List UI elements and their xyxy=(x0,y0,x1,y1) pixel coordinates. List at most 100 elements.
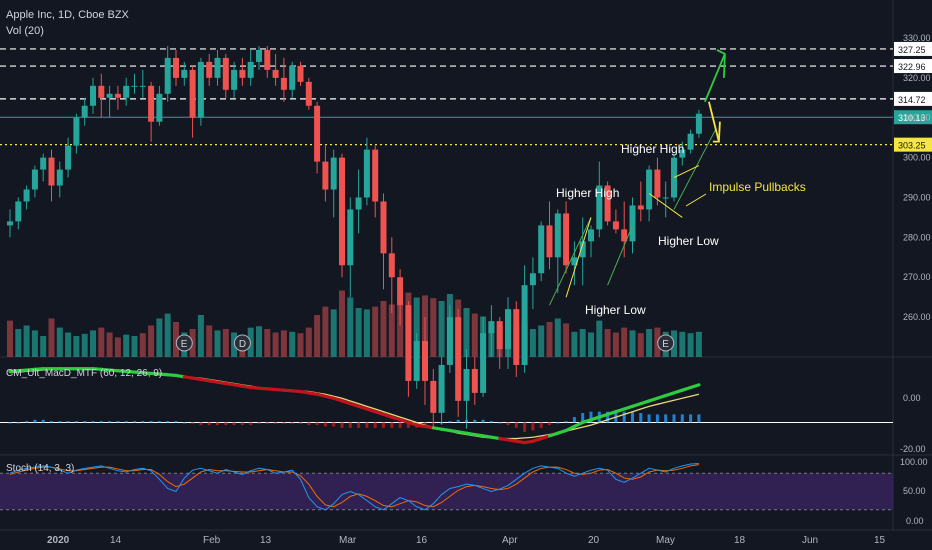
volume-bar xyxy=(571,331,578,357)
trendline-up-3 xyxy=(673,129,716,210)
candle-body xyxy=(297,65,304,82)
candle-body xyxy=(538,225,545,274)
candle-body xyxy=(604,185,611,222)
candle-body xyxy=(646,169,653,210)
candle-body xyxy=(629,205,636,242)
volume-bar xyxy=(430,298,437,357)
candle-body xyxy=(513,309,520,365)
candle-body xyxy=(488,321,495,334)
volume-bar xyxy=(214,330,221,357)
volume-bar xyxy=(679,331,686,357)
candle-body xyxy=(563,213,570,266)
volume-bar xyxy=(314,315,321,357)
time-tick-label: Feb xyxy=(203,535,221,546)
impulse-pointer-arrow xyxy=(685,193,707,207)
macd-histogram-bar xyxy=(456,419,460,423)
volume-bar xyxy=(156,318,163,357)
stoch-pane xyxy=(0,462,893,511)
volume-label: Vol (20) xyxy=(6,25,44,37)
projection-arrow-up-head xyxy=(716,49,726,78)
macd-histogram-bar xyxy=(448,421,452,423)
volume-bar xyxy=(173,322,179,357)
macd-histogram-bar xyxy=(340,422,344,428)
time-tick-label: Mar xyxy=(339,535,357,546)
macd-histogram-bar xyxy=(182,422,186,424)
candle-body xyxy=(40,157,47,170)
candle-body xyxy=(438,364,445,413)
macd-histogram-bar xyxy=(548,422,551,426)
macd-histogram-bar xyxy=(108,421,112,423)
macd-histogram-bar xyxy=(523,422,527,432)
macd-histogram-bar xyxy=(249,422,253,426)
annotation-higher-low-1: Higher Low xyxy=(585,303,646,317)
macd-histogram-bar xyxy=(91,421,95,423)
volume-bar xyxy=(554,318,561,357)
candle-body xyxy=(73,117,80,146)
macd-histogram-bar xyxy=(74,421,78,423)
volume-bar xyxy=(621,327,628,357)
volume-bar xyxy=(272,332,279,357)
price-axis: 260.00 270.00 280.00 290.00 300.00 310.00 320.… xyxy=(903,33,931,322)
macd-histogram-bar xyxy=(481,419,485,423)
level-price-tag xyxy=(894,91,932,106)
annotation-impulse-pullbacks: Impulse Pullbacks xyxy=(709,180,806,194)
price-tick-label: 330.00 xyxy=(903,33,931,43)
candle-body xyxy=(31,169,38,190)
candle-body xyxy=(314,105,321,162)
macd-histogram-bar xyxy=(498,422,502,424)
volume-bar xyxy=(148,325,155,357)
macd-histogram-bar xyxy=(232,422,236,426)
candle-body xyxy=(637,205,644,210)
volume-bar xyxy=(347,297,354,357)
candle-body xyxy=(15,201,22,222)
symbol-title: Apple Inc, 1D, Cboe BZX xyxy=(6,9,130,21)
volume-bar xyxy=(15,329,22,357)
trendlines[interactable] xyxy=(549,49,726,306)
volume-bar xyxy=(81,333,88,357)
time-tick-label: 14 xyxy=(110,535,122,546)
macd-histogram-bar xyxy=(664,414,668,423)
candle-body xyxy=(521,285,528,365)
candle-body xyxy=(256,49,262,62)
macd-histogram-bar xyxy=(58,421,62,423)
candle-body xyxy=(654,169,661,198)
price-tick-label: 310.00 xyxy=(903,113,931,123)
projection-arrow-down-line xyxy=(708,101,720,142)
candle-body xyxy=(214,57,221,78)
trendline-pullback-1 xyxy=(565,217,592,298)
candle-body xyxy=(23,189,30,202)
candle-body xyxy=(114,93,121,98)
earnings-marker-circle xyxy=(175,334,193,352)
macd-tick-neg20: -20.00 xyxy=(900,444,926,454)
time-tick-label: 15 xyxy=(874,535,886,546)
macd-histogram-bar xyxy=(631,411,634,423)
candle-body xyxy=(380,201,387,254)
volume-bar xyxy=(114,337,121,357)
price-candles xyxy=(7,45,702,429)
candle-body xyxy=(222,57,229,90)
volume-bar xyxy=(604,329,611,357)
candle-body xyxy=(430,380,437,413)
time-tick-label: May xyxy=(656,535,675,546)
level-price-label: 314.72 xyxy=(898,95,926,105)
candle-body xyxy=(131,85,138,87)
macd-histogram-bar xyxy=(207,422,211,426)
candle-body xyxy=(480,333,487,393)
candle-body xyxy=(289,65,296,90)
volume-bar xyxy=(31,330,38,357)
level-price-tag xyxy=(894,41,932,56)
volume-bar xyxy=(546,322,553,357)
candle-body xyxy=(339,157,345,266)
candle-body xyxy=(612,221,619,230)
macd-histogram-bar xyxy=(41,419,45,423)
candle-body xyxy=(156,93,163,122)
candle-body xyxy=(305,81,312,106)
projection-arrow-down-head xyxy=(712,121,721,143)
volume-bar xyxy=(637,333,644,357)
macd-histogram-bar xyxy=(66,421,70,423)
volume-bar xyxy=(48,318,55,357)
macd-histogram-bar xyxy=(465,419,468,423)
time-tick-label: 16 xyxy=(416,535,428,546)
